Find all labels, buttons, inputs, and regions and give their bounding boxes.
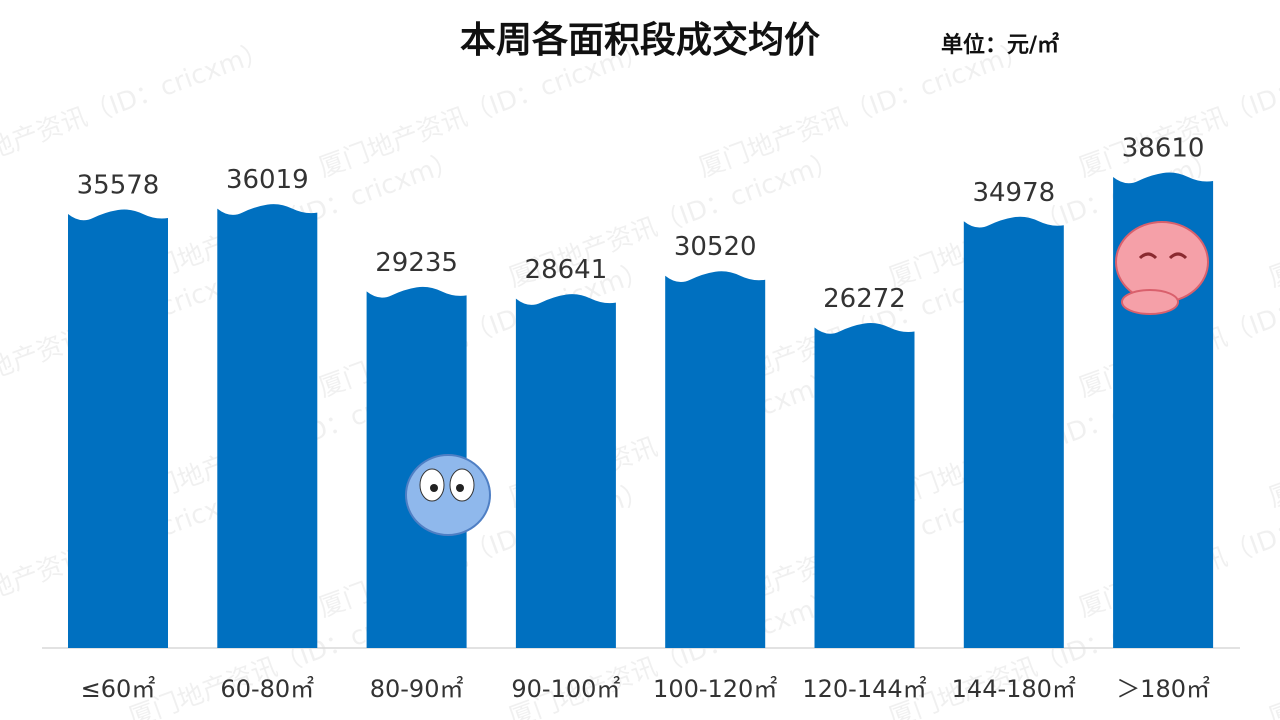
bar xyxy=(515,294,616,648)
bar xyxy=(963,216,1064,648)
value-label: 29235 xyxy=(375,248,458,278)
value-label: 28641 xyxy=(525,255,608,285)
watermark-text: 厦门地产资讯（ID：cricxm） xyxy=(1265,366,1280,514)
x-tick-label: 60-80㎡ xyxy=(220,675,314,703)
value-label: 26272 xyxy=(823,284,906,314)
x-tick-label: 144-180㎡ xyxy=(952,675,1076,703)
x-tick-label: ＞180㎡ xyxy=(1116,675,1210,703)
bar xyxy=(665,271,766,648)
watermark-layer: 厦门地产资讯（ID：cricxm） 厦门地产资讯（ID：cricxm） 厦门地产资讯… xyxy=(0,36,1280,720)
unit-label: 单位：元/㎡ xyxy=(941,32,1059,58)
value-label: 36019 xyxy=(226,165,309,195)
bar xyxy=(217,204,318,649)
bar xyxy=(68,209,168,648)
watermark-text: 厦门地产资讯（ID：cricxm） xyxy=(1265,586,1280,720)
mascot-pink xyxy=(1115,221,1209,315)
x-tick-label: 100-120㎡ xyxy=(653,675,777,703)
x-tick-label: 90-100㎡ xyxy=(511,675,620,703)
watermark-text: 厦门地产资讯（ID：cricxm） xyxy=(1265,146,1280,294)
chart-title: 本周各面积段成交均价 xyxy=(460,19,820,61)
mascot-blue xyxy=(405,454,491,536)
value-label: 38610 xyxy=(1122,134,1205,164)
value-label: 34978 xyxy=(972,178,1055,208)
x-tick-label: 80-90㎡ xyxy=(370,675,464,703)
value-label: 30520 xyxy=(674,232,757,262)
value-label: 35578 xyxy=(77,170,160,200)
bar xyxy=(814,323,915,648)
x-tick-label: ≤60㎡ xyxy=(81,675,156,703)
watermark-text: 厦门地产资讯（ID：cricxm） xyxy=(0,36,273,184)
x-tick-label: 120-144㎡ xyxy=(802,675,926,703)
bars xyxy=(68,172,1214,649)
